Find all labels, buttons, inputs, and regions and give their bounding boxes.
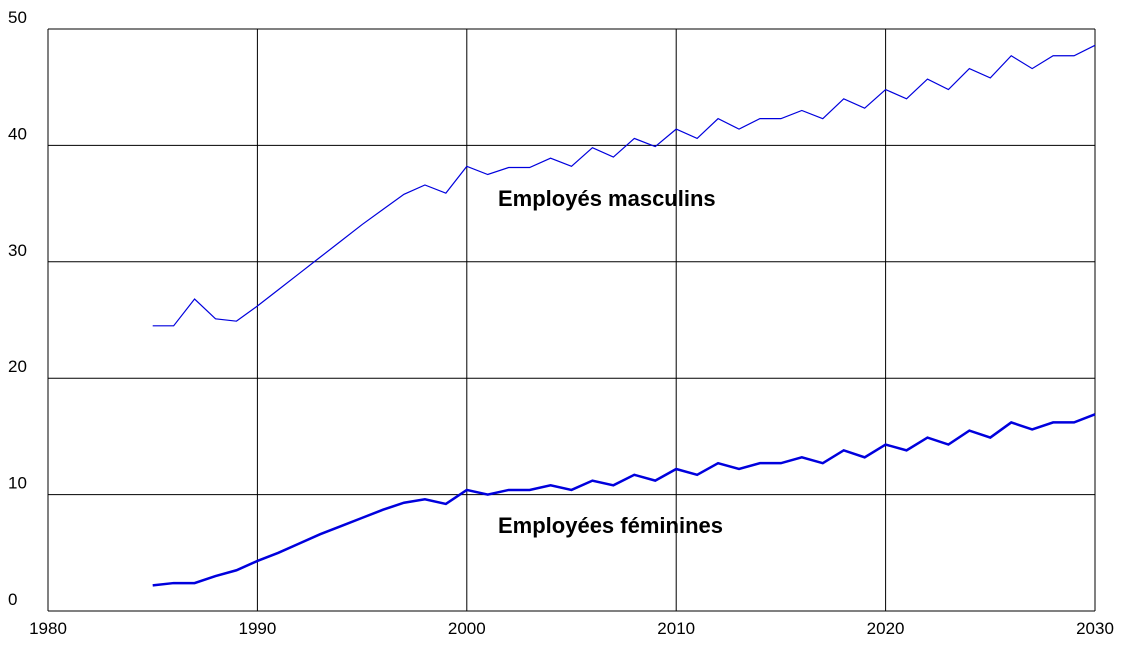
y-tick-label: 0 — [8, 590, 17, 609]
y-tick-label: 40 — [8, 124, 27, 143]
y-tick-label: 30 — [8, 241, 27, 260]
x-tick-label: 2020 — [867, 619, 905, 638]
line-series — [152, 44, 1096, 327]
annotation: Employées féminines — [498, 513, 723, 538]
x-tick-label: 1990 — [238, 619, 276, 638]
y-tick-label: 50 — [8, 8, 27, 27]
x-tick-label: 2010 — [657, 619, 695, 638]
annotation: Employés masculins — [498, 186, 716, 211]
line-series — [152, 413, 1096, 587]
x-tick-label: 2030 — [1076, 619, 1114, 638]
y-tick-label: 20 — [8, 357, 27, 376]
x-tick-label: 1980 — [29, 619, 67, 638]
x-tick-label: 2000 — [448, 619, 486, 638]
y-tick-label: 10 — [8, 474, 27, 493]
